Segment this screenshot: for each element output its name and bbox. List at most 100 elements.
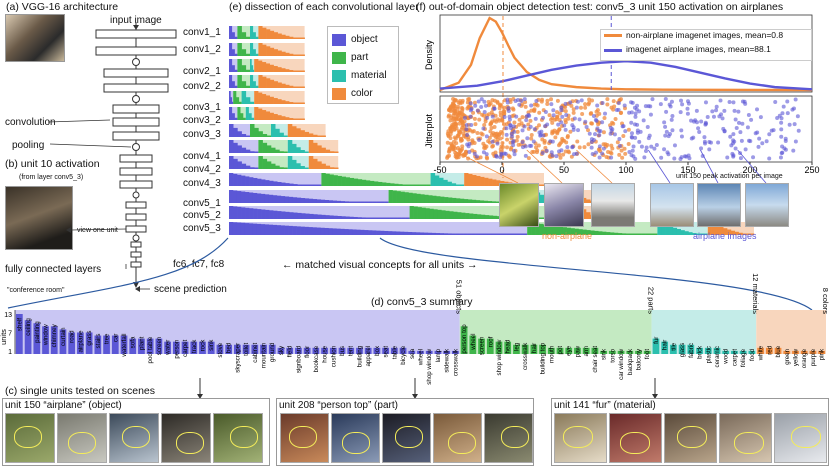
summary-bar-object <box>24 320 32 354</box>
point-airplane <box>721 126 726 131</box>
group-bg-color <box>756 310 826 354</box>
summary-bar-object <box>190 341 198 354</box>
activation-outline <box>230 426 259 448</box>
point-airplane <box>731 138 736 143</box>
point-airplane <box>633 135 638 140</box>
point-airplane <box>725 155 730 160</box>
point-non-airplane <box>487 135 492 140</box>
summary-bar-object <box>251 344 259 354</box>
point-non-airplane <box>611 107 616 112</box>
point-airplane <box>551 113 556 118</box>
summary-label: signboard <box>295 345 302 373</box>
summary-label: sidewalk <box>444 348 451 373</box>
point-non-airplane <box>557 127 562 132</box>
point-non-airplane <box>594 113 599 118</box>
point-airplane <box>746 112 751 117</box>
summary-bar-object <box>425 350 433 354</box>
point-airplane <box>648 112 653 117</box>
point-non-airplane <box>473 122 478 127</box>
point-airplane <box>598 129 603 134</box>
point-airplane <box>481 126 486 131</box>
point-airplane <box>591 114 596 119</box>
point-airplane <box>520 145 525 150</box>
point-airplane <box>523 153 528 158</box>
point-airplane <box>550 153 555 158</box>
point-airplane <box>702 139 707 144</box>
summary-bar-object <box>347 347 355 354</box>
summary-bar-object <box>94 335 102 354</box>
point-non-airplane <box>512 120 517 125</box>
summary-label: foot <box>644 349 651 360</box>
summary-label: ground <box>269 342 276 362</box>
point-airplane <box>775 116 780 121</box>
scene-thumb-unit208-3 <box>382 413 431 463</box>
group-label-part: 22 parts <box>647 287 656 314</box>
summary-bar-part <box>539 344 546 354</box>
point-non-airplane <box>451 100 456 105</box>
summary-bar-object <box>242 344 250 354</box>
summary-label: foliage <box>740 348 747 367</box>
point-airplane <box>575 99 580 104</box>
point-non-airplane <box>453 136 458 141</box>
x-tick-label: 50 <box>559 165 569 175</box>
point-airplane <box>597 133 602 138</box>
summary-label: pink <box>819 348 826 360</box>
point-airplane <box>527 143 532 148</box>
thumb-airplane-3 <box>745 183 789 227</box>
thumb-connector <box>526 149 563 184</box>
point-airplane <box>597 155 602 160</box>
point-non-airplane <box>566 116 571 121</box>
point-airplane <box>779 127 784 132</box>
point-airplane <box>554 154 559 159</box>
point-non-airplane <box>507 154 512 159</box>
point-airplane <box>633 156 638 161</box>
point-airplane <box>562 123 567 128</box>
point-non-airplane <box>477 117 482 122</box>
point-non-airplane <box>453 97 458 102</box>
unit208-box: unit 208 “person top” (part) <box>276 398 534 466</box>
density-curve-airplane <box>439 59 813 91</box>
point-non-airplane <box>464 149 469 154</box>
point-non-airplane <box>455 104 460 109</box>
point-airplane <box>595 126 600 131</box>
point-airplane <box>637 139 642 144</box>
point-airplane <box>595 103 600 108</box>
point-airplane <box>720 116 725 121</box>
point-airplane <box>686 153 691 158</box>
point-airplane <box>499 151 504 156</box>
point-airplane <box>672 156 677 161</box>
summary-bar-part <box>626 350 634 354</box>
point-non-airplane <box>586 128 591 133</box>
point-airplane <box>629 120 634 125</box>
point-airplane <box>630 148 635 153</box>
scene-value-label: "conference room" <box>7 287 65 294</box>
point-airplane <box>617 143 622 148</box>
summary-label: head <box>505 339 512 353</box>
point-non-airplane <box>489 125 494 130</box>
point-airplane <box>600 100 605 105</box>
point-non-airplane <box>499 144 504 149</box>
point-non-airplane <box>448 109 453 114</box>
summary-bar-object <box>295 347 302 354</box>
point-airplane <box>531 139 536 144</box>
point-airplane <box>733 146 738 151</box>
activation-outline <box>620 432 651 454</box>
point-airplane <box>534 99 539 104</box>
point-non-airplane <box>558 155 563 160</box>
summary-label: building <box>356 345 363 367</box>
point-non-airplane <box>535 103 540 108</box>
point-airplane <box>667 131 672 136</box>
summary-label: stairs <box>95 334 102 349</box>
summary-label: floor <box>304 346 311 358</box>
point-non-airplane <box>587 97 592 102</box>
point-airplane <box>503 151 508 156</box>
summary-bar-object <box>329 347 337 354</box>
summary-bar-object <box>77 332 84 354</box>
point-non-airplane <box>583 102 588 107</box>
point-non-airplane <box>480 132 485 137</box>
point-airplane <box>783 136 788 141</box>
airplane-images-label: airplane images <box>693 231 757 241</box>
point-airplane <box>645 124 650 129</box>
